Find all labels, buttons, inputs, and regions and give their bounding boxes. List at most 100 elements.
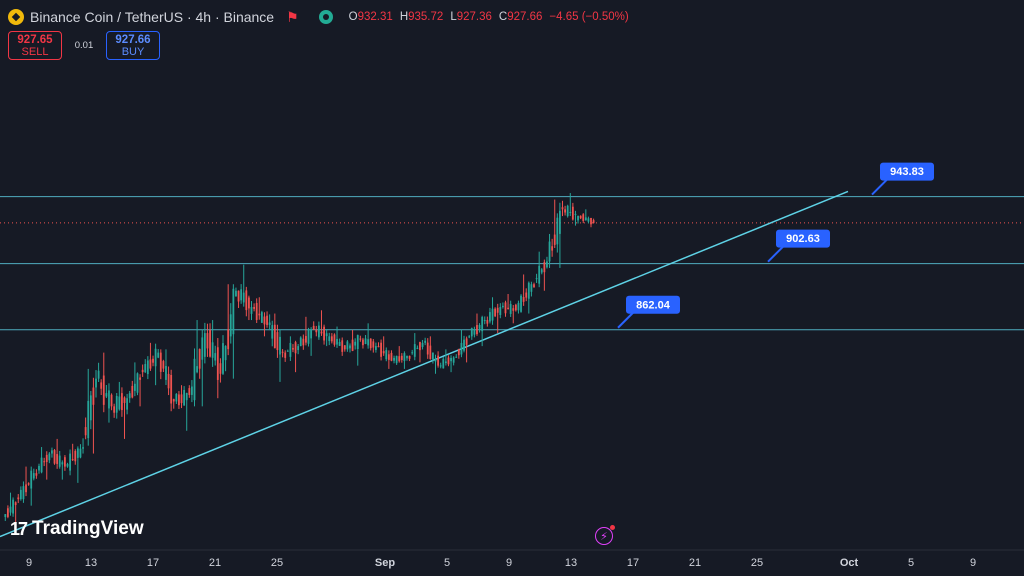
candle-body: [538, 265, 541, 284]
candle-body: [398, 356, 401, 362]
x-axis-tick-label: 9: [970, 557, 976, 569]
candle-body: [393, 357, 395, 361]
price-label: 943.83: [871, 162, 934, 196]
candle-body: [175, 393, 178, 402]
candle-body: [356, 335, 359, 350]
candle-body: [222, 343, 224, 374]
candle-body: [426, 342, 429, 355]
candle-body: [227, 329, 230, 350]
candle-body: [82, 447, 84, 449]
candle-body: [416, 347, 419, 349]
candle-body: [25, 484, 27, 493]
candle-body: [584, 217, 587, 221]
candle-body: [51, 450, 53, 454]
tradingview-logo-icon: 17: [10, 518, 28, 539]
candle-body: [170, 374, 173, 404]
candle-body: [53, 450, 56, 464]
candle-body: [154, 348, 157, 367]
candle-body: [22, 486, 25, 500]
candle-body: [424, 340, 427, 343]
candle-body: [382, 351, 385, 354]
candle-body: [494, 308, 497, 317]
candle-body: [569, 211, 572, 213]
candle-body: [450, 357, 452, 362]
candle-body: [201, 337, 204, 360]
candle-body: [372, 341, 375, 348]
x-axis-tick-label: 21: [209, 557, 221, 569]
candle-body: [522, 297, 525, 302]
candle-body: [43, 461, 46, 463]
candle-body: [190, 386, 193, 395]
candle-body: [390, 352, 393, 361]
candle-body: [248, 297, 250, 309]
candle-body: [351, 339, 354, 351]
candle-body: [512, 308, 515, 311]
candle-body: [507, 307, 509, 310]
candle-body: [406, 355, 408, 359]
x-axis-tick-label: 13: [85, 557, 97, 569]
candle-body: [144, 364, 147, 373]
price-label-pointer: [767, 244, 785, 263]
candle-body: [214, 353, 217, 361]
candle-body: [403, 353, 406, 362]
binance-coin-icon: [8, 9, 24, 25]
candle-body: [470, 328, 473, 337]
candle-body: [141, 369, 144, 373]
trendline-layer: [0, 190, 849, 538]
candle-body: [268, 322, 271, 325]
x-axis-tick-label: 9: [506, 557, 512, 569]
ohlc-values: O932.31 H935.72 L927.36 C927.66 −4.65 (−…: [348, 11, 629, 23]
candle-body: [209, 329, 211, 357]
candle-body: [128, 393, 131, 399]
candle-body: [509, 303, 512, 314]
candle-body: [284, 352, 287, 358]
candle-body: [76, 448, 79, 458]
candle-body: [439, 365, 442, 367]
candle-body: [32, 473, 35, 479]
x-axis-tick-label: Sep: [375, 557, 395, 569]
candle-body: [159, 352, 162, 372]
candle-body: [45, 454, 48, 462]
candle-body: [178, 394, 180, 406]
candle-body: [35, 473, 38, 476]
candle-body: [258, 313, 261, 316]
candle-body: [92, 387, 95, 405]
trade-panel: 927.65 SELL 0.01 927.66 BUY: [8, 31, 160, 60]
price-label-box: [626, 295, 680, 314]
flash-icon[interactable]: ⚡: [595, 525, 615, 545]
price-label-pointer: [871, 177, 889, 196]
candle-body: [387, 354, 390, 360]
sell-button[interactable]: 927.65 SELL: [8, 31, 62, 60]
candle-body: [323, 326, 325, 341]
x-axis-tick-label: 25: [751, 557, 763, 569]
candle-body: [136, 373, 139, 393]
candle-body: [196, 366, 198, 373]
candle-body: [587, 218, 590, 222]
candle-body: [110, 394, 113, 407]
candle-body: [95, 378, 97, 388]
candle-body: [149, 359, 152, 369]
candle-body: [240, 289, 243, 301]
candle-body: [561, 207, 564, 210]
candle-body: [483, 320, 486, 322]
candle-body: [84, 427, 87, 436]
candle-body: [553, 234, 556, 245]
buy-button[interactable]: 927.66 BUY: [106, 31, 160, 60]
candle-body: [133, 383, 136, 391]
candle-body: [294, 342, 297, 354]
symbol-title[interactable]: Binance Coin / TetherUS · 4h · Binance: [30, 9, 275, 25]
x-axis-tick-label: 17: [147, 557, 159, 569]
candle-body: [79, 448, 82, 458]
candle-body: [69, 453, 71, 471]
eye-icon[interactable]: [318, 10, 333, 24]
candles-layer: [4, 193, 595, 526]
candle-body: [38, 465, 40, 471]
candle-body: [297, 346, 300, 351]
candle-body: [571, 206, 574, 220]
tradingview-logo[interactable]: 17 TradingView: [10, 518, 144, 539]
x-axis-tick-label: Oct: [840, 557, 859, 569]
flag-icon[interactable]: ⚑: [286, 8, 299, 25]
candle-body: [56, 454, 59, 464]
candle-body: [530, 284, 533, 292]
